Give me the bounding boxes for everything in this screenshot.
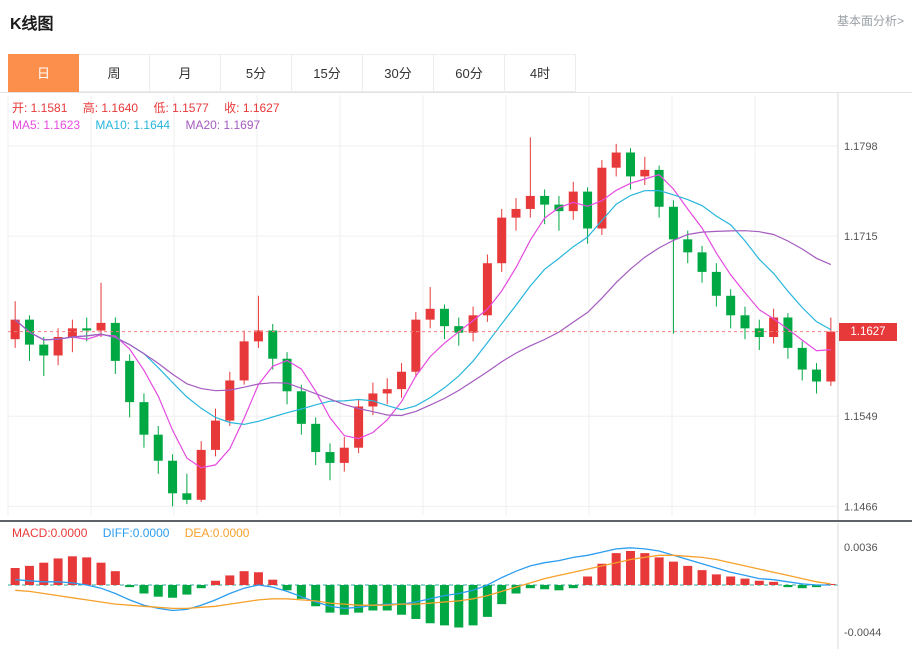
ma10-line [14, 189, 832, 426]
dea-value: DEA:0.0000 [184, 526, 250, 540]
ohlc-legend: 开: 1.1581 高: 1.1640 低: 1.1577 收: 1.1627 [12, 99, 292, 116]
tab-周[interactable]: 周 [79, 54, 150, 92]
low-value: 低: 1.1577 [153, 101, 209, 115]
header: K线图 基本面分析> [0, 0, 912, 44]
tab-15分[interactable]: 15分 [292, 54, 363, 92]
page-title: K线图 [10, 16, 54, 33]
open-value: 开: 1.1581 [12, 101, 68, 115]
macd-canvas[interactable]: 0.0036 -0.0044 [0, 523, 912, 649]
ma5-line [14, 174, 831, 469]
high-value: 高: 1.1640 [82, 101, 139, 115]
ma20-line [14, 230, 832, 417]
timeframe-tabs: 日周月 5分 15分 30分 60分 4时 [0, 54, 912, 93]
candles-layer [10, 137, 836, 507]
main-chart-panel: 1.1798 1.1715 1.1549 1.1466 开: 1.1581 高: 1.… [0, 93, 912, 521]
ma10-value: MA10: 1.1644 [95, 118, 171, 132]
macd-axis-label: -0.0044 [844, 627, 881, 639]
tab-月[interactable]: 月 [150, 54, 221, 92]
tab-5分[interactable]: 5分 [221, 54, 292, 92]
ma-legend: MA5: 1.1623 MA10: 1.1644 MA20: 1.1697 [12, 118, 272, 132]
tab-30分[interactable]: 30分 [363, 54, 434, 92]
macd-histogram [10, 551, 836, 628]
ma5-value: MA5: 1.1623 [12, 118, 81, 132]
macd-axis-label: 0.0036 [844, 542, 878, 554]
macd-panel: 0.0036 -0.0044 MACD:0.0000 DIFF:0.0000 DE… [0, 523, 912, 649]
macd-value: MACD:0.0000 [12, 526, 88, 540]
fundamental-analysis-link[interactable]: 基本面分析> [836, 14, 904, 28]
diff-line [15, 547, 831, 612]
diff-value: DIFF:0.0000 [102, 526, 170, 540]
ma20-value: MA20: 1.1697 [185, 118, 261, 132]
tab-日[interactable]: 日 [8, 54, 79, 92]
dea-line [15, 554, 831, 610]
y-axis-label: 1.1715 [844, 231, 878, 243]
macd-legend: MACD:0.0000 DIFF:0.0000 DEA:0.0000 [12, 526, 261, 540]
panel-divider [0, 520, 912, 522]
y-axis-label: 1.1798 [844, 141, 878, 153]
y-axis-label: 1.1549 [844, 411, 878, 423]
candlestick-canvas[interactable]: 1.1798 1.1715 1.1549 1.1466 [0, 93, 912, 521]
tab-4时[interactable]: 4时 [505, 54, 576, 92]
y-axis-label: 1.1466 [844, 501, 878, 513]
tab-60分[interactable]: 60分 [434, 54, 505, 92]
close-value: 收: 1.1627 [224, 101, 280, 115]
current-price-tag: 1.1627 [839, 322, 897, 341]
grid [7, 95, 839, 515]
